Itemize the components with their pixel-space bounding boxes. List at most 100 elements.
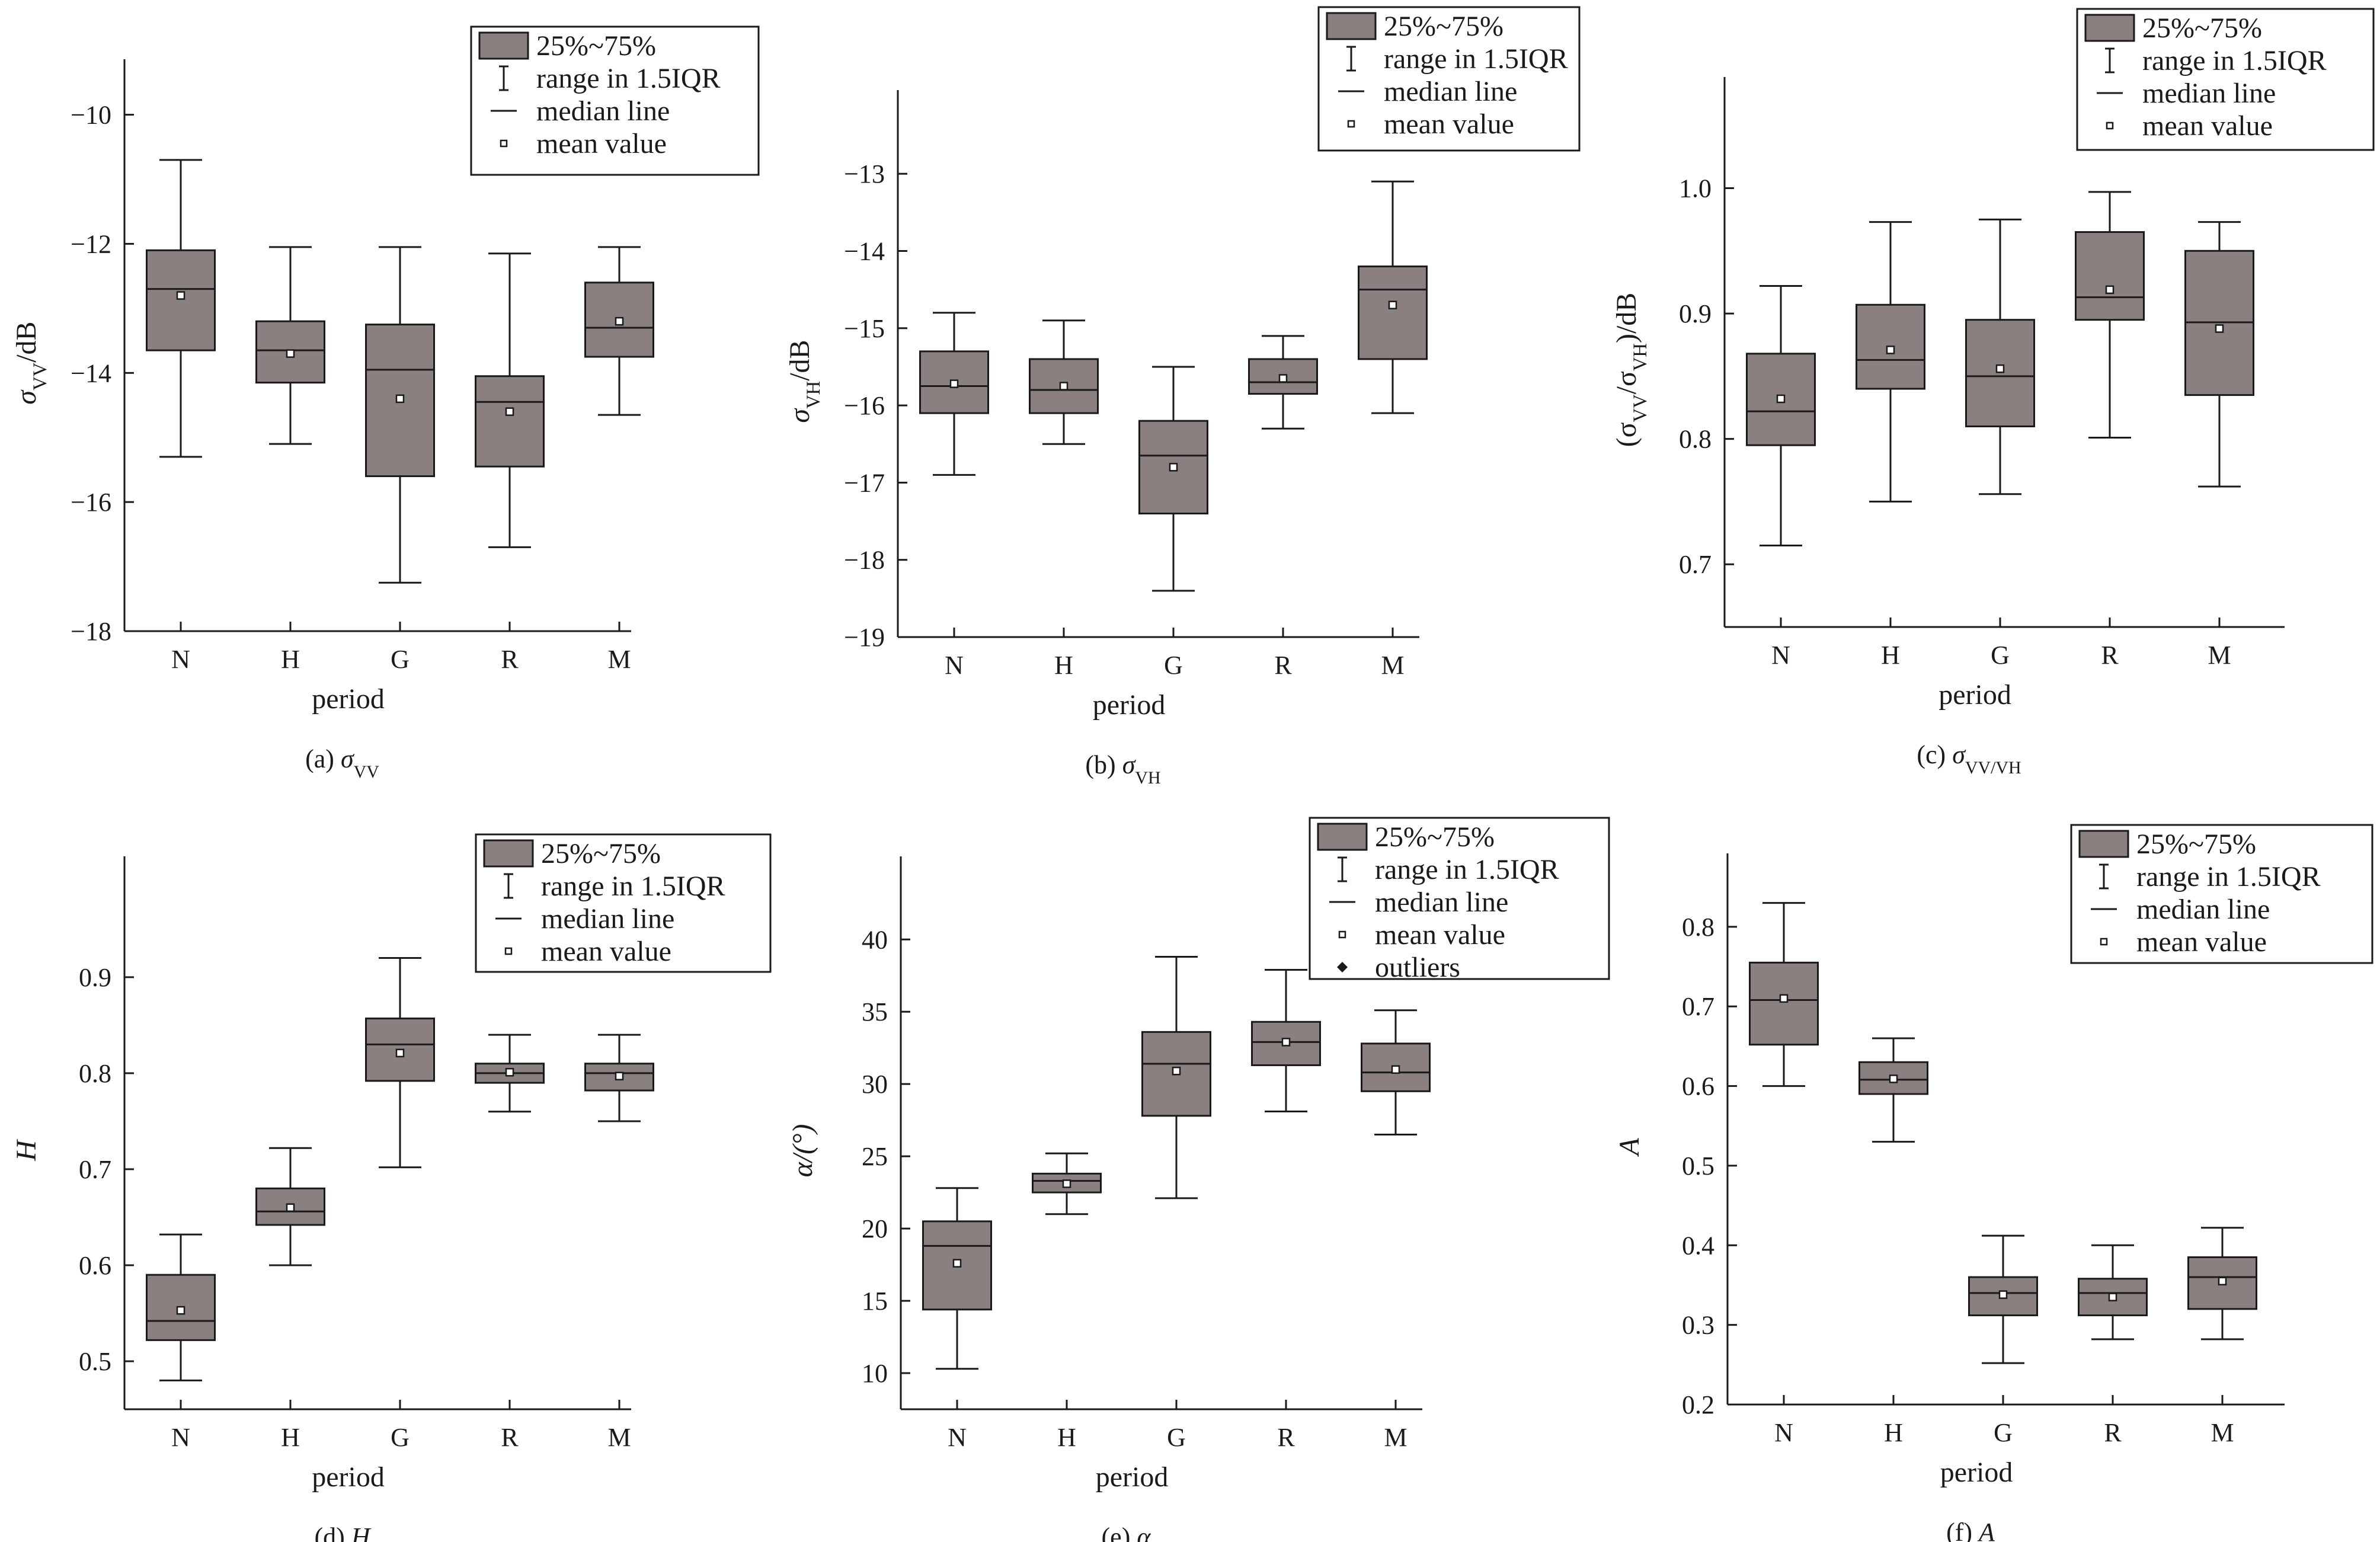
legend-label-mean: mean value [2136,926,2267,958]
x-tick-label: N [1774,1418,1793,1447]
legend-label-median: median line [1384,76,1517,107]
legend-box-swatch [2084,14,2135,42]
legend-label-box: 25%~75% [541,838,661,869]
iqr-box [1248,358,1318,395]
legend-mean-icon [1338,930,1346,939]
mean-marker [505,407,514,416]
legend-box-swatch [2078,830,2129,858]
box-G [1138,366,1208,592]
mean-marker [2218,1277,2227,1286]
caption-prefix: (e) [1102,1522,1137,1542]
legend-label-range: range in 1.5IQR [536,63,721,94]
box-M [1358,180,1428,414]
box-G [1965,218,2035,495]
y-axis-label-part: A [1614,1138,1645,1157]
box-H [1858,1037,1928,1143]
box-M [584,1034,654,1122]
legend-label-median: median line [2136,894,2270,925]
x-tick-label: R [2101,641,2119,670]
box-N [146,159,216,458]
legend-label-mean: mean value [1375,919,1505,951]
y-tick-label: 20 [862,1214,888,1243]
mean-marker [1062,1179,1071,1188]
mean-marker [1776,394,1786,404]
x-tick-label: H [1054,651,1073,680]
legend-mean-icon [504,947,513,955]
y-axis-label-part: σ [11,389,42,405]
y-tick-label: −13 [844,159,885,188]
y-tick-label: 0.7 [79,1155,111,1184]
legend-mean-icon [1347,120,1355,128]
mean-marker [949,379,959,388]
box-R [1248,335,1318,430]
y-tick-label: 0.5 [1682,1151,1714,1181]
y-tick-label: 0.7 [1682,992,1714,1021]
x-tick-label: N [171,645,190,674]
x-axis-label: period [1938,679,2011,711]
legend-label-median: median line [1375,887,1508,918]
x-tick-label: M [2208,641,2231,670]
mean-marker [2105,285,2115,295]
panel-caption: (e) α [1102,1522,1151,1542]
x-tick-label: H [281,645,300,674]
y-tick-label: −18 [71,617,111,646]
y-axis-label-part: /dB [11,321,42,362]
caption-symbol: σ [341,744,355,773]
y-tick-label: 25 [862,1142,888,1171]
box-G [365,957,435,1169]
x-tick-label: N [1771,641,1790,670]
legend-label-mean: mean value [536,128,667,159]
box-R [475,1034,545,1113]
x-tick-label: G [1991,641,2010,670]
mean-marker [1391,1065,1400,1074]
y-axis-label: (σVV/σVH)/dB [1611,293,1651,447]
caption-prefix: (f) [1946,1518,1979,1542]
legend-label-median: median line [2142,78,2276,109]
legend-box-swatch [1317,823,1368,851]
legend-label-box: 25%~75% [1375,821,1495,853]
box-R [2075,191,2145,439]
caption-subscript: VV/VH [1965,758,2021,778]
y-axis-label-part: α/(°) [787,1124,818,1178]
y-tick-label: −10 [71,101,111,130]
x-tick-label: G [1167,1423,1186,1452]
legend-label-range: range in 1.5IQR [1375,854,1559,885]
iqr-box [1749,961,1819,1046]
caption-symbol: A [1977,1518,1995,1542]
mean-marker [176,1306,185,1315]
x-tick-label: G [1164,651,1183,680]
mean-marker [1388,300,1397,309]
box-M [1361,1009,1431,1136]
y-tick-label: 0.9 [79,963,111,992]
mean-marker [1889,1074,1898,1083]
x-tick-label: H [1057,1423,1076,1452]
y-tick-label: −17 [844,468,885,497]
y-tick-label: 30 [862,1070,888,1099]
y-tick-label: 0.4 [1682,1231,1714,1260]
y-axis-label: H [11,1139,42,1162]
mean-marker [2108,1293,2117,1301]
caption-symbol: α [1137,1522,1151,1542]
x-tick-label: M [1381,651,1404,680]
box-N [922,1187,992,1370]
box-H [1032,1152,1102,1215]
iqr-box [2075,231,2145,321]
x-tick-label: H [281,1423,300,1452]
y-tick-label: −16 [71,488,111,517]
box-N [1749,902,1819,1087]
legend-mean-icon [500,139,508,148]
box-H [1029,319,1099,445]
caption-prefix: (b) [1085,750,1122,779]
y-axis-label-part: )/dB [1611,293,1642,343]
x-tick-label: R [501,1423,519,1452]
panel-caption: (d) H [314,1522,371,1542]
y-tick-label: 0.5 [79,1347,111,1376]
y-tick-label: 0.9 [1679,299,1712,328]
x-tick-label: H [1884,1418,1903,1447]
legend-box-swatch [1326,12,1377,40]
x-tick-label: R [2104,1418,2122,1447]
